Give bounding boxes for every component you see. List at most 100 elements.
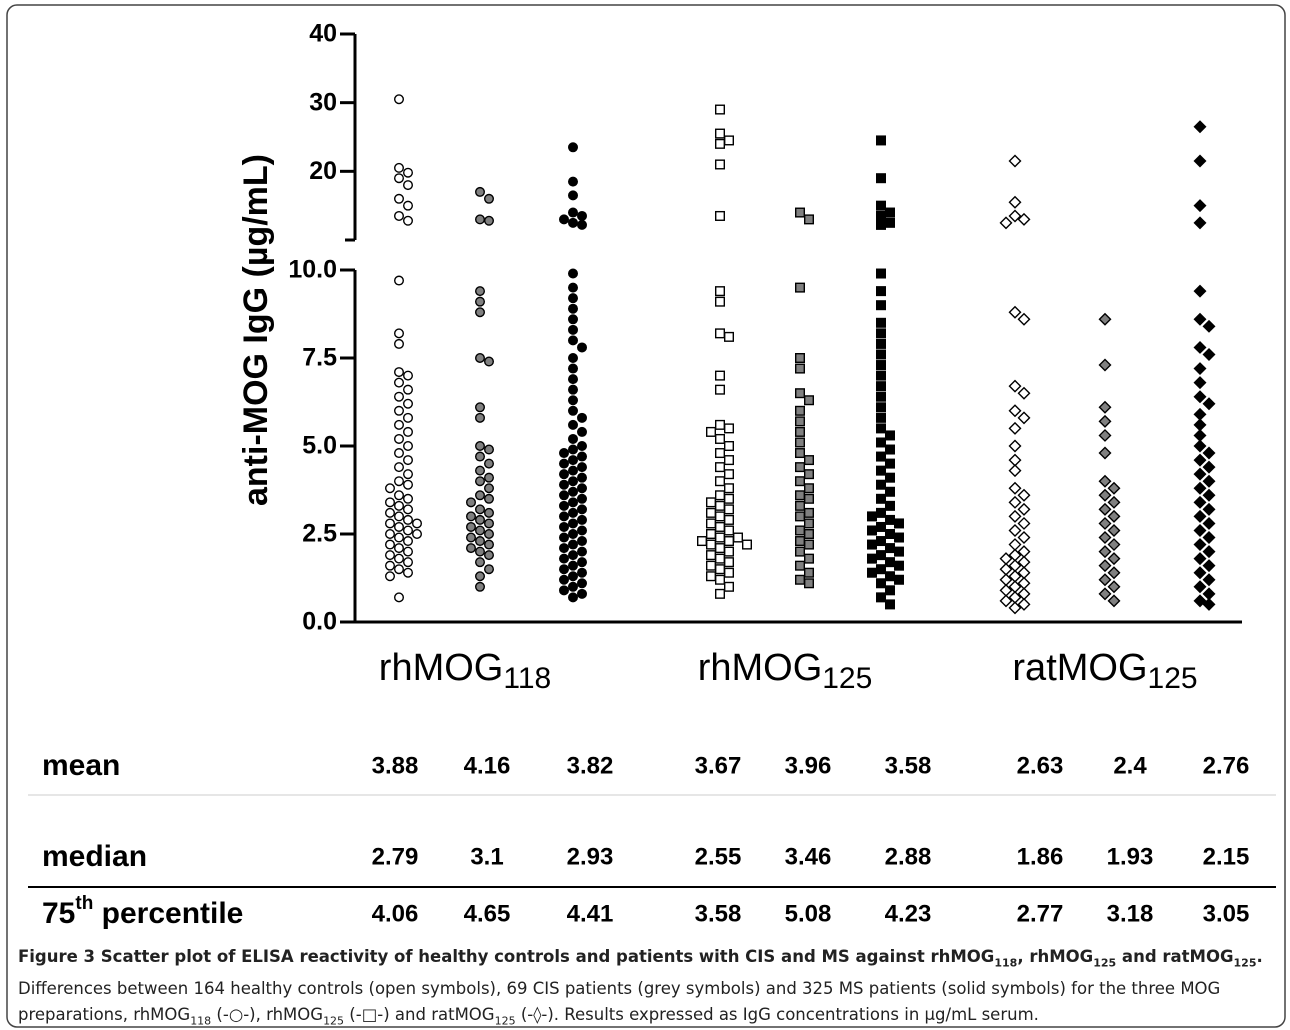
point (394, 500, 405, 511)
point (724, 455, 735, 466)
point (795, 416, 806, 427)
point (475, 581, 486, 592)
point (559, 574, 570, 585)
point (568, 190, 579, 201)
point (484, 518, 495, 529)
point (484, 507, 495, 518)
point (715, 476, 726, 487)
category-label: ratMOG125 (1012, 647, 1197, 695)
point (475, 412, 486, 423)
table-cell: 4.06 (372, 900, 419, 927)
point (484, 529, 495, 540)
row-label: median (42, 840, 147, 873)
point (885, 585, 896, 596)
table-cell: 4.41 (567, 900, 614, 927)
point (876, 592, 887, 603)
point (394, 553, 405, 564)
point (394, 367, 405, 378)
point (867, 567, 878, 578)
point (403, 370, 414, 381)
point (876, 437, 887, 448)
point (1107, 538, 1121, 552)
point (577, 426, 588, 437)
point (1008, 154, 1022, 168)
point (559, 458, 570, 469)
table-cell: 2.88 (885, 843, 932, 870)
table-cell: 3.58 (695, 900, 742, 927)
point (795, 525, 806, 536)
point (394, 476, 405, 487)
point (1107, 580, 1121, 594)
point (568, 455, 579, 466)
point (1098, 573, 1112, 587)
caption-title: Figure 3 Scatter plot of ELISA reactivit… (18, 947, 995, 966)
y-axis-label: anti-MOG IgG (µg/mL) (237, 154, 275, 506)
point (795, 500, 806, 511)
point (1008, 481, 1022, 495)
row-label-text: 75 (42, 897, 75, 930)
point (403, 215, 414, 226)
point (568, 518, 579, 529)
point (412, 518, 423, 529)
point (403, 525, 414, 536)
point (867, 539, 878, 550)
point (724, 331, 735, 342)
point (1098, 587, 1112, 601)
point (466, 497, 477, 508)
point (804, 567, 815, 578)
point (885, 599, 896, 610)
point (1193, 428, 1207, 442)
point (706, 518, 717, 529)
point (715, 490, 726, 501)
point (795, 437, 806, 448)
point (568, 444, 579, 455)
frame (6, 4, 1286, 1028)
y-tick-label: 20 (309, 157, 337, 185)
point (403, 479, 414, 490)
caption-body: 125 (494, 1014, 516, 1028)
table-cell: 3.67 (695, 752, 742, 779)
point (876, 536, 887, 547)
point (475, 451, 486, 462)
point (394, 462, 405, 473)
point (867, 511, 878, 522)
point (412, 529, 423, 540)
point (568, 395, 579, 406)
point (804, 553, 815, 564)
point (867, 525, 878, 536)
point (577, 504, 588, 515)
point (484, 193, 495, 204)
point (1008, 209, 1022, 223)
y-tick-label: 40 (309, 20, 337, 48)
point (1193, 538, 1207, 552)
point (394, 564, 405, 575)
point (577, 567, 588, 578)
point (1193, 509, 1207, 523)
point (1098, 428, 1112, 442)
point (795, 282, 806, 293)
point (876, 173, 887, 184)
point (568, 142, 579, 153)
y-tick-label: 0.0 (302, 608, 337, 636)
row-label-text: percentile (93, 897, 243, 930)
point (394, 448, 405, 459)
point (885, 557, 896, 568)
point (559, 532, 570, 543)
point (559, 500, 570, 511)
point (804, 539, 815, 550)
caption: Figure 3 Scatter plot of ELISA reactivit… (18, 944, 1276, 1030)
point (876, 507, 887, 518)
point (484, 458, 495, 469)
point (1098, 474, 1112, 488)
caption-title: 125 (1093, 956, 1117, 970)
point (475, 353, 486, 364)
point (484, 550, 495, 561)
table-cell: 2.63 (1017, 752, 1064, 779)
point (715, 296, 726, 307)
point (1107, 594, 1121, 608)
point (385, 539, 396, 550)
table-cell: 3.82 (567, 752, 614, 779)
point (804, 578, 815, 589)
point (577, 451, 588, 462)
point (1098, 414, 1112, 428)
